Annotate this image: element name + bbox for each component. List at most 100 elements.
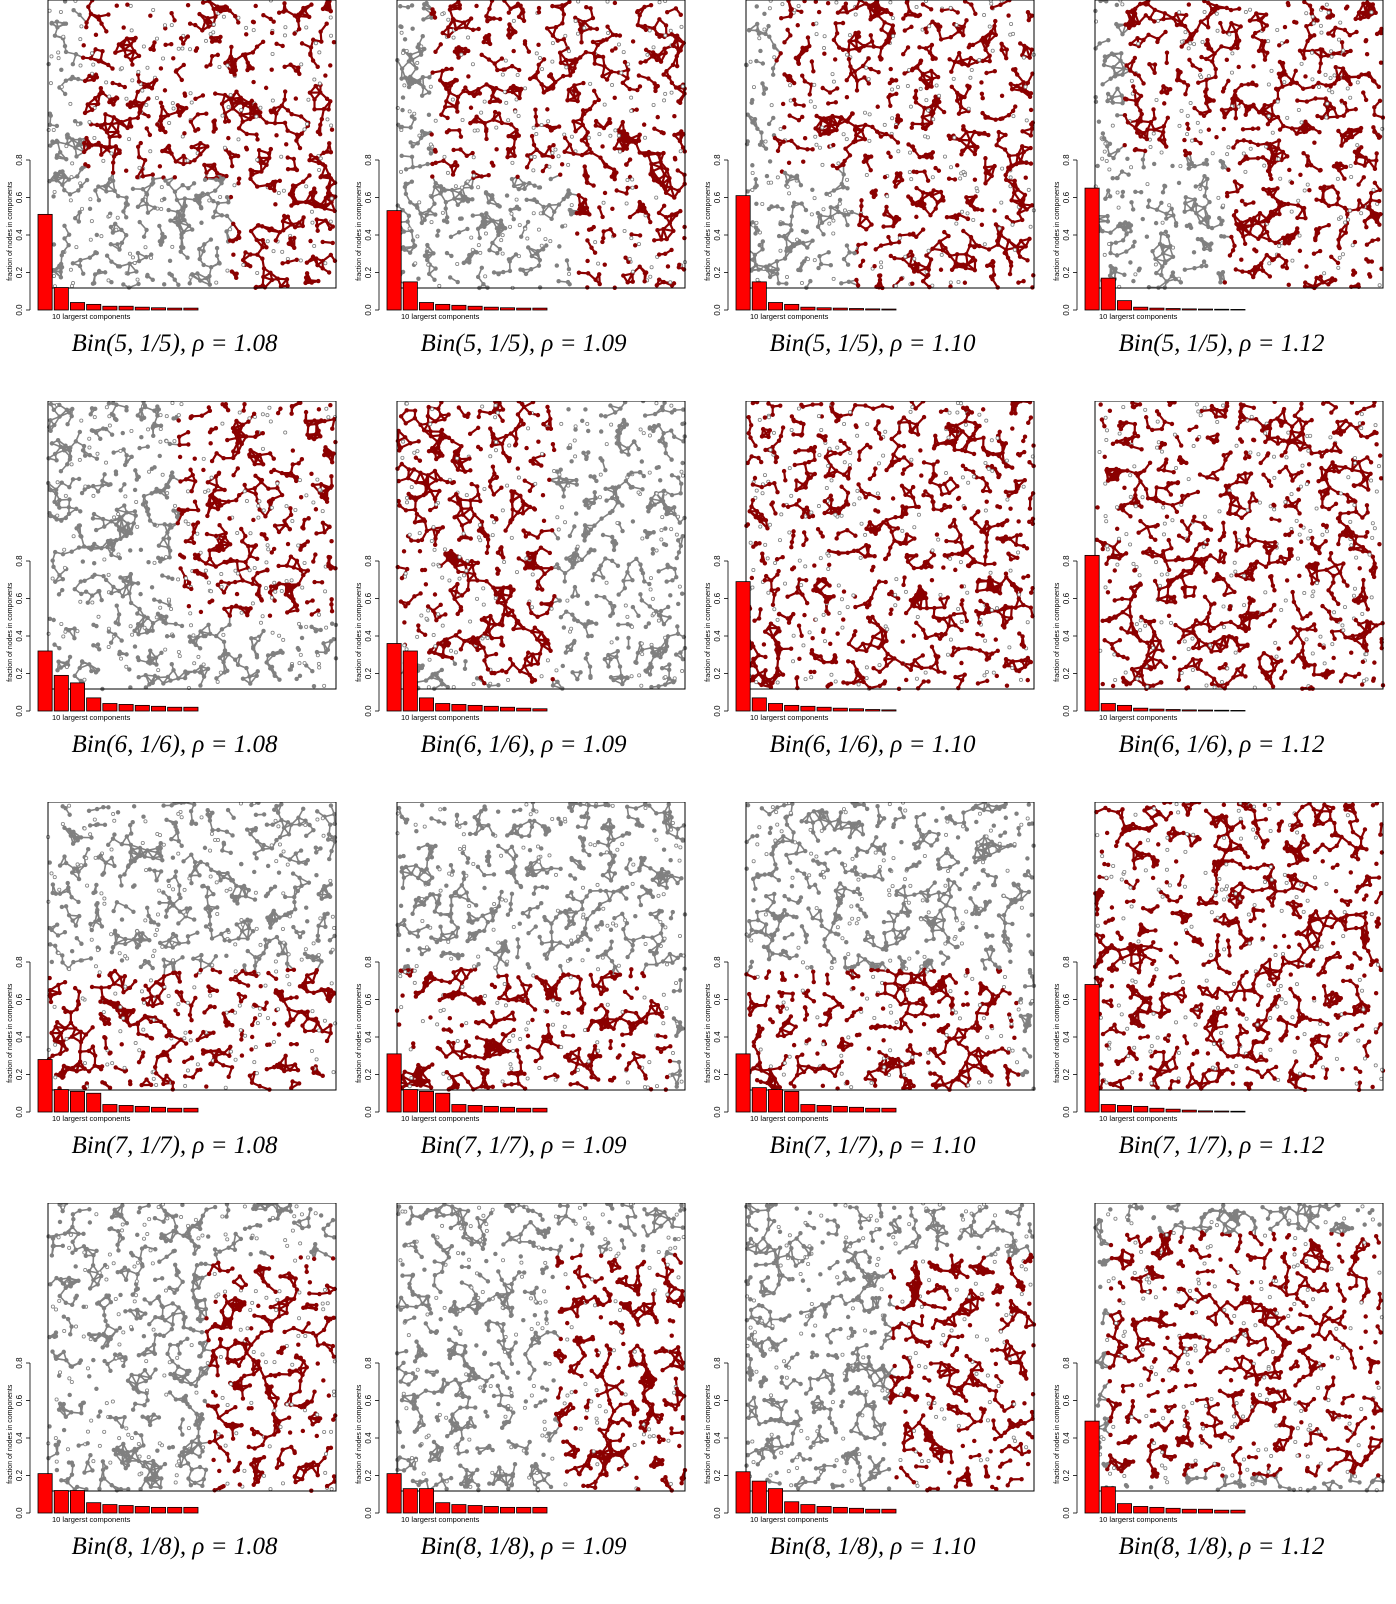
giant-component-node	[82, 78, 88, 84]
component-node	[54, 138, 59, 144]
giant-component-node	[505, 146, 511, 152]
giant-component-node	[601, 38, 606, 43]
component-node	[51, 268, 56, 273]
giant-component-node	[457, 6, 462, 11]
panel-caption: Bin(5, 1/5), ρ = 1.08	[0, 330, 349, 358]
giant-component-node	[275, 276, 281, 281]
giant-component-node	[254, 44, 260, 49]
giant-component-node	[277, 178, 283, 184]
bar	[118, 305, 134, 311]
component-node	[199, 220, 204, 225]
giant-component-node	[662, 172, 667, 178]
isolated-node	[279, 154, 284, 159]
giant-component-node	[621, 146, 626, 151]
giant-component-node	[292, 199, 297, 204]
isolated-node	[605, 0, 610, 4]
giant-component-node	[109, 121, 114, 127]
giant-component-node	[169, 42, 174, 47]
component-node	[134, 269, 139, 274]
isolated-node	[643, 135, 648, 140]
giant-component-node	[128, 42, 133, 47]
giant-component-node	[470, 27, 476, 33]
isolated-node	[255, 157, 260, 162]
component-node	[145, 272, 150, 278]
component-node	[180, 182, 185, 188]
giant-component-node	[433, 49, 438, 55]
component-node	[409, 114, 415, 119]
giant-component-node	[84, 20, 89, 25]
component-node	[418, 211, 423, 216]
component-node	[201, 262, 206, 268]
giant-component-node	[328, 252, 334, 258]
isolated-node	[239, 107, 244, 112]
giant-component-node	[206, 24, 211, 29]
isolated-node	[211, 22, 216, 27]
isolated-node	[649, 265, 654, 270]
giant-component-node	[149, 86, 155, 91]
isolated-node	[626, 62, 631, 67]
bar	[37, 213, 53, 311]
giant-component-node	[268, 270, 273, 276]
giant-component-node	[238, 95, 244, 101]
giant-component-node	[173, 159, 179, 164]
component-node	[198, 278, 203, 283]
giant-component-node	[284, 277, 290, 282]
isolated-node	[625, 178, 630, 183]
giant-component-node	[517, 95, 522, 101]
giant-component-node	[497, 16, 503, 22]
component-node	[427, 75, 432, 80]
component-node	[410, 144, 415, 149]
isolated-node	[563, 33, 568, 38]
giant-component-node	[592, 100, 597, 105]
component-node	[166, 181, 171, 186]
isolated-node	[550, 59, 555, 64]
giant-component-node	[172, 18, 177, 23]
isolated-node	[446, 17, 451, 22]
giant-component-node	[672, 114, 677, 119]
giant-component-node	[285, 214, 291, 219]
giant-component-node	[487, 41, 493, 47]
giant-component-node	[625, 280, 630, 285]
giant-component-node	[476, 26, 481, 32]
component-node	[62, 187, 67, 193]
giant-component-node	[536, 5, 542, 11]
giant-component-node	[585, 258, 590, 264]
giant-component-node	[486, 173, 491, 178]
giant-component-node	[489, 0, 495, 3]
giant-component-node	[295, 200, 300, 206]
giant-component-node	[98, 143, 104, 149]
component-node	[152, 205, 157, 210]
giant-component-node	[651, 178, 657, 183]
giant-component-node	[326, 107, 331, 112]
component-node	[175, 209, 180, 215]
giant-component-node	[671, 281, 677, 286]
giant-component-node	[439, 112, 444, 117]
giant-component-node	[650, 50, 656, 55]
giant-component-node	[85, 102, 90, 107]
isolated-node	[596, 261, 601, 266]
component-node	[402, 37, 408, 42]
giant-component-node	[309, 280, 314, 285]
giant-component-node	[273, 238, 278, 243]
giant-component-node	[111, 154, 117, 159]
giant-component-node	[623, 255, 628, 260]
component-node	[554, 263, 560, 268]
isolated-node	[109, 151, 114, 156]
giant-component-node	[303, 275, 309, 280]
giant-component-node	[588, 6, 593, 11]
isolated-node	[135, 277, 140, 282]
component-node	[62, 43, 68, 49]
giant-component-node	[472, 119, 477, 124]
giant-component-node	[315, 262, 320, 268]
giant-component-node	[158, 118, 164, 124]
giant-component-node	[282, 89, 288, 94]
giant-component-node	[131, 38, 137, 43]
giant-component-node	[648, 171, 653, 177]
isolated-node	[412, 111, 417, 116]
component-node	[144, 192, 150, 197]
giant-component-node	[454, 78, 459, 83]
giant-component-node	[557, 50, 563, 55]
isolated-node	[218, 194, 223, 199]
isolated-node	[517, 223, 522, 228]
giant-component-node	[607, 116, 612, 122]
